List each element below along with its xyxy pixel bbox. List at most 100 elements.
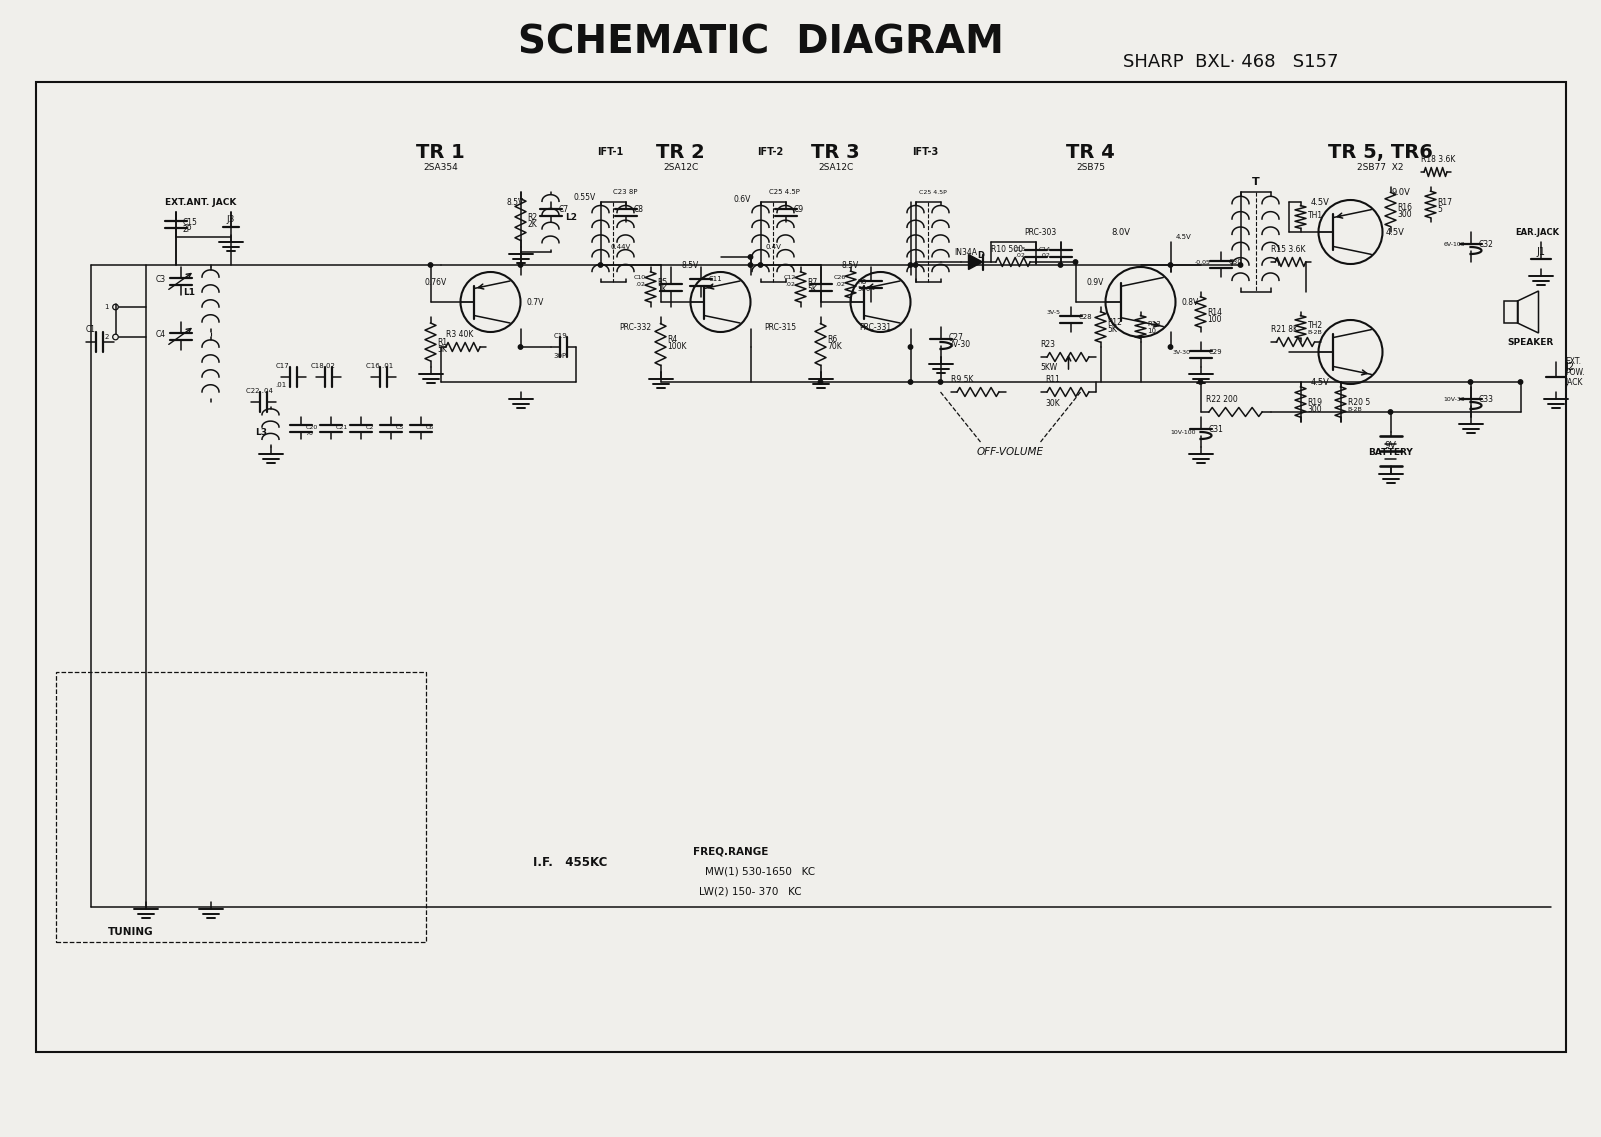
Text: 2SA12C: 2SA12C: [818, 163, 853, 172]
Text: R15 3.6K: R15 3.6K: [1271, 244, 1305, 254]
Text: PRC-331: PRC-331: [860, 323, 892, 332]
Text: .02: .02: [1015, 252, 1026, 257]
Text: SHARP  BXL· 468   S157: SHARP BXL· 468 S157: [1122, 53, 1338, 70]
Circle shape: [748, 263, 752, 267]
Text: R5: R5: [658, 277, 668, 287]
Text: 2SA12C: 2SA12C: [663, 163, 698, 172]
Text: -0.05: -0.05: [1194, 259, 1210, 265]
Text: 3V-30: 3V-30: [948, 340, 970, 349]
Circle shape: [1518, 380, 1523, 384]
Circle shape: [429, 263, 432, 267]
Text: R11: R11: [1045, 375, 1060, 384]
Text: 6V-100: 6V-100: [1444, 241, 1465, 247]
Text: .01: .01: [275, 382, 287, 388]
Text: C8: C8: [634, 205, 644, 214]
Text: 5: 5: [1438, 205, 1443, 214]
Text: 4.5V: 4.5V: [1175, 234, 1191, 240]
Text: EAR.JACK: EAR.JACK: [1516, 227, 1559, 236]
Text: EXT.
POW.
JACK: EXT. POW. JACK: [1566, 357, 1585, 387]
Text: C20: C20: [306, 424, 317, 430]
Text: PRC-315: PRC-315: [764, 323, 797, 332]
Text: C32: C32: [1478, 240, 1494, 249]
Text: C13: C13: [1013, 247, 1026, 251]
Text: 8.0V: 8.0V: [1111, 227, 1130, 236]
Text: 300: 300: [1308, 405, 1322, 414]
Text: I.F.   455KC: I.F. 455KC: [533, 855, 608, 869]
Text: C15: C15: [183, 217, 197, 226]
Text: L3: L3: [256, 428, 267, 437]
Text: 3V-30: 3V-30: [1172, 349, 1191, 355]
Text: .02: .02: [636, 282, 645, 287]
Text: C29: C29: [1209, 349, 1222, 355]
Text: 0.9V: 0.9V: [1087, 277, 1105, 287]
Circle shape: [748, 255, 752, 259]
Text: C5: C5: [395, 424, 403, 430]
Text: C27: C27: [948, 332, 964, 341]
Text: OFF-VOLUME: OFF-VOLUME: [977, 447, 1044, 457]
Text: TH2: TH2: [1308, 321, 1322, 330]
Text: C10: C10: [634, 274, 645, 280]
Text: SCHEMATIC  DIAGRAM: SCHEMATIC DIAGRAM: [517, 23, 1004, 61]
Text: TR 3: TR 3: [812, 142, 860, 161]
Text: 4.5V: 4.5V: [1311, 198, 1330, 207]
Bar: [35, 82, 1566, 1052]
Circle shape: [599, 263, 602, 267]
Text: .02: .02: [786, 282, 796, 287]
Text: 70: 70: [306, 431, 314, 435]
Text: 0.7V: 0.7V: [527, 298, 544, 307]
Text: R18 3.6K: R18 3.6K: [1420, 155, 1455, 164]
Text: MW(1) 530-1650   KC: MW(1) 530-1650 KC: [706, 868, 815, 877]
Text: 0.8V: 0.8V: [1182, 298, 1199, 307]
Text: J3: J3: [226, 215, 235, 224]
Text: TR 1: TR 1: [416, 142, 464, 161]
Text: B-2B: B-2B: [1308, 330, 1322, 334]
Circle shape: [759, 263, 762, 267]
Text: C4: C4: [155, 330, 165, 339]
Circle shape: [1468, 380, 1473, 384]
Text: 1: 1: [104, 304, 109, 310]
Text: 70K: 70K: [828, 341, 842, 350]
Text: R3 40K: R3 40K: [445, 330, 472, 339]
Text: C28: C28: [1079, 314, 1092, 319]
Text: R19: R19: [1308, 398, 1322, 407]
Text: .02: .02: [1041, 252, 1050, 257]
Circle shape: [1169, 263, 1172, 267]
Text: 0.76V: 0.76V: [424, 277, 447, 287]
Text: R2: R2: [527, 213, 538, 222]
Text: C14: C14: [1039, 247, 1050, 251]
Text: R7: R7: [807, 277, 818, 287]
Text: 10V-100: 10V-100: [1170, 430, 1196, 434]
Text: C1: C1: [85, 325, 96, 334]
Text: TH1: TH1: [1308, 210, 1322, 219]
Circle shape: [1058, 263, 1063, 267]
Text: 4.5V: 4.5V: [1386, 227, 1406, 236]
Text: EXT.ANT. JACK: EXT.ANT. JACK: [165, 198, 237, 207]
Text: 10: 10: [1148, 327, 1156, 334]
Text: L2: L2: [565, 213, 578, 222]
Circle shape: [818, 380, 823, 384]
Text: 100: 100: [1207, 315, 1222, 324]
Text: IFT-2: IFT-2: [757, 147, 783, 157]
Text: 30P: 30P: [554, 352, 567, 359]
Text: 5K: 5K: [807, 284, 818, 293]
Text: C9: C9: [794, 205, 804, 214]
Text: 8.5V: 8.5V: [842, 260, 860, 269]
Text: D: D: [977, 250, 985, 259]
Text: C22 .04: C22 .04: [245, 388, 272, 395]
Text: C12: C12: [783, 274, 796, 280]
Text: FREQ.RANGE: FREQ.RANGE: [693, 847, 768, 857]
Text: C21: C21: [336, 424, 347, 430]
Circle shape: [908, 263, 913, 267]
Text: C6: C6: [426, 424, 434, 430]
Text: 30K: 30K: [1045, 399, 1060, 408]
Text: C7: C7: [559, 205, 568, 214]
Text: 5K: 5K: [1108, 324, 1117, 333]
Circle shape: [1169, 345, 1172, 349]
Text: C26: C26: [833, 274, 845, 280]
Text: 2SB75: 2SB75: [1076, 163, 1105, 172]
Text: L1: L1: [184, 288, 195, 297]
Text: R20 5: R20 5: [1348, 398, 1370, 407]
Text: C25 4.5P: C25 4.5P: [919, 190, 946, 194]
Circle shape: [519, 263, 522, 267]
Circle shape: [1388, 409, 1393, 414]
